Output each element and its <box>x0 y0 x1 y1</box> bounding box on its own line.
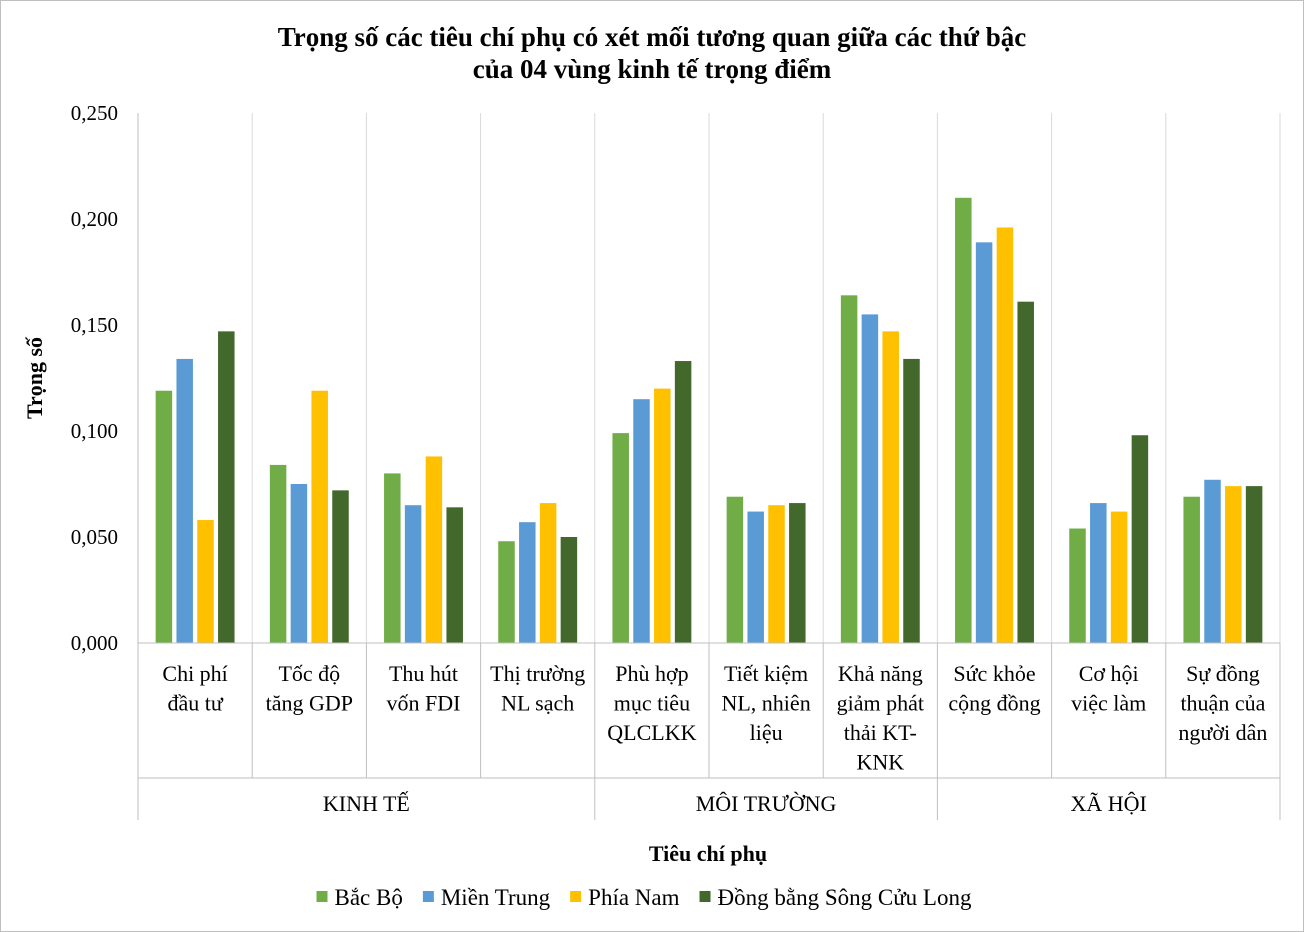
category-labels: Chi phí đầu tư Tốc độ tăng GDP Thu hút vốn FD… <box>162 661 1267 775</box>
bar-3-1 <box>197 520 214 643</box>
bar-2-10 <box>1204 479 1221 643</box>
bar-3-10 <box>1225 486 1242 643</box>
bar-4-3 <box>446 507 463 643</box>
category-label-5: Phù hợp mục tiêu QLCLKK <box>607 661 696 745</box>
group-labels: KINH TẾ MÔI TRƯỜNG XÃ HỘI <box>323 791 1147 816</box>
bar-3-9 <box>1110 511 1128 643</box>
y-tick-label: 0,200 <box>71 207 118 231</box>
bar-3-3 <box>425 456 443 643</box>
group-label-3: XÃ HỘI <box>1071 791 1147 816</box>
bar-1-6 <box>726 496 744 643</box>
bar-3-4 <box>539 503 557 643</box>
legend-label-3: Phía Nam <box>588 885 679 910</box>
bar-1-1 <box>155 390 173 643</box>
y-tick-label: 0,150 <box>71 313 118 337</box>
group-label-2: MÔI TRƯỜNG <box>696 791 837 816</box>
chart-title: Trọng số các tiêu chí phụ có xét mối tươ… <box>278 22 1027 84</box>
bar-2-1 <box>176 358 193 643</box>
chart-title-line-1: Trọng số các tiêu chí phụ có xét mối tươ… <box>278 22 1027 52</box>
legend: Bắc Bộ Miền Trung Phía Nam Đồng bằng Sông C… <box>316 885 972 910</box>
category-label-3: Thu hút vốn FDI <box>387 661 461 716</box>
legend-label-1: Bắc Bộ <box>335 885 403 910</box>
bar-1-7 <box>840 295 858 643</box>
legend-swatch-4 <box>699 891 711 902</box>
y-axis-ticks: 0,250 0,200 0,150 0,100 0,050 0,000 <box>71 101 118 655</box>
legend-label-2: Miền Trung <box>441 885 551 910</box>
bar-2-7 <box>861 314 879 643</box>
category-label-10: Sự đồng thuận của người dân <box>1178 661 1267 745</box>
y-tick-label: 0,050 <box>71 525 118 549</box>
bar-4-8 <box>1017 301 1034 643</box>
chart-title-line-2: của 04 vùng kinh tế trọng điểm <box>473 54 832 84</box>
bar-4-4 <box>560 537 578 643</box>
bar-1-4 <box>498 541 515 643</box>
legend-swatch-1 <box>316 891 328 902</box>
bar-3-2 <box>311 390 328 643</box>
bar-1-9 <box>1069 528 1086 643</box>
axes <box>137 113 1281 820</box>
bar-4-1 <box>218 331 235 643</box>
bar-2-6 <box>747 511 764 643</box>
category-label-9: Cơ hội việc làm <box>1071 661 1146 716</box>
bar-3-8 <box>996 227 1014 644</box>
y-tick-label: 0,100 <box>71 419 118 443</box>
bar-1-5 <box>612 433 629 643</box>
category-label-7: Khả năng giảm phát thải KT-KNK <box>837 661 924 775</box>
legend-swatch-2 <box>422 891 434 902</box>
category-label-8: Sức khỏe cộng đồng <box>948 661 1040 716</box>
category-label-1: Chi phí đầu tư <box>162 661 227 716</box>
bar-2-3 <box>404 505 422 643</box>
bar-1-2 <box>269 464 287 643</box>
vertical-gridlines <box>251 113 1281 643</box>
category-label-2: Tốc độ tăng GDP <box>266 661 353 716</box>
category-label-4: Thị trường NL sạch <box>490 661 585 716</box>
bar-1-3 <box>384 473 401 643</box>
bar-3-6 <box>768 505 785 643</box>
group-label-1: KINH TẾ <box>323 791 410 816</box>
bar-1-8 <box>955 197 972 644</box>
y-tick-label: 0,000 <box>71 631 118 655</box>
y-tick-label: 0,250 <box>71 101 118 125</box>
bar-2-8 <box>975 242 993 643</box>
bar-2-2 <box>290 484 308 643</box>
bar-1-10 <box>1183 496 1200 643</box>
y-axis-title: Trọng số <box>22 336 47 419</box>
category-label-6: Tiết kiệm NL, nhiên liệu <box>721 661 810 745</box>
bar-3-7 <box>882 331 899 643</box>
bar-4-9 <box>1131 435 1149 643</box>
legend-swatch-3 <box>570 891 582 902</box>
bar-3-5 <box>654 388 671 643</box>
bar-4-6 <box>789 503 806 643</box>
bar-4-2 <box>332 490 349 643</box>
bar-2-9 <box>1090 503 1107 643</box>
bar-2-5 <box>633 399 650 643</box>
bar-4-7 <box>903 358 920 643</box>
bar-4-10 <box>1245 486 1263 643</box>
legend-label-4: Đồng bằng Sông Cửu Long <box>718 885 972 910</box>
bar-2-4 <box>519 522 536 643</box>
x-axis-title: Tiêu chí phụ <box>649 841 767 866</box>
bar-4-5 <box>674 361 692 643</box>
bars <box>155 197 1263 644</box>
